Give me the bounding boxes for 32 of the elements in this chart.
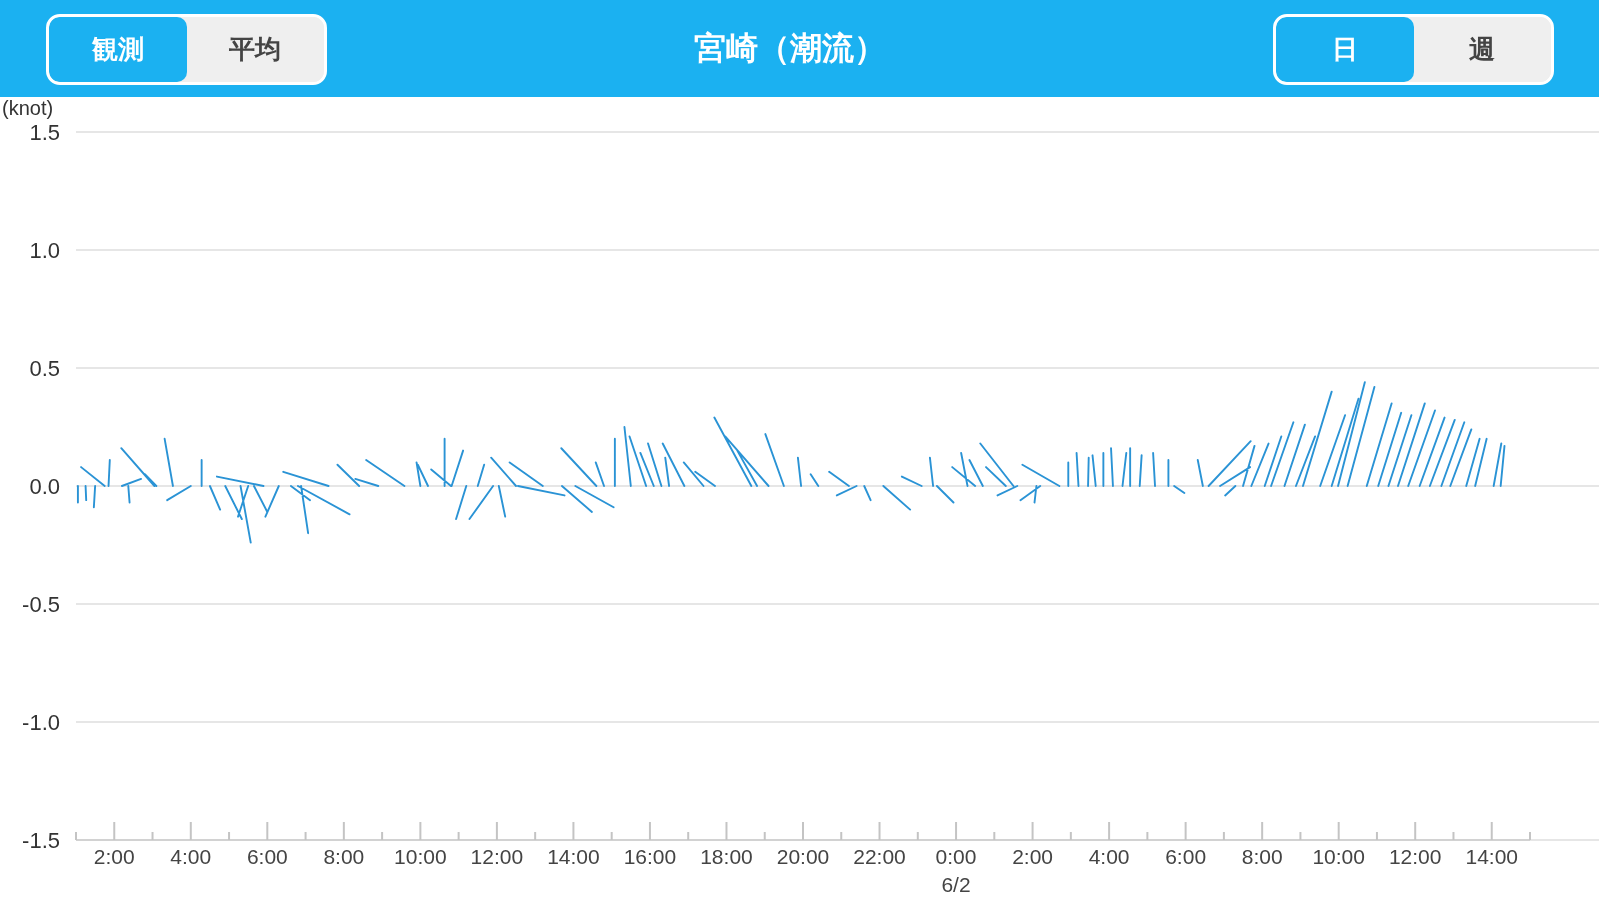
- chart-title: 宮崎（潮流）: [693, 29, 887, 68]
- x-tick-label: 2:00: [93, 845, 135, 868]
- x-tick-label: 14:00: [547, 845, 600, 868]
- text: 平均: [186, 17, 324, 82]
- x-tick-label: 22:00: [853, 845, 906, 868]
- y-tick-label: -1.0: [22, 709, 60, 735]
- x-tick-label: 8:00: [1241, 845, 1283, 868]
- y-axis-title: (knot): [2, 97, 54, 119]
- x-tick-label: 6:00: [246, 845, 288, 868]
- y-tick-label: 0.5: [29, 355, 60, 381]
- text: 観測: [49, 17, 187, 82]
- x-tick-label: 10:00: [1312, 845, 1365, 868]
- y-tick-label: -0.5: [22, 591, 60, 617]
- x-tick-label: 4:00: [1088, 845, 1130, 868]
- y-tick-label: 0.0: [29, 473, 60, 499]
- x-tick-label: 14:00: [1465, 845, 1519, 868]
- x-tick-label: 4:00: [170, 845, 212, 868]
- x-tick-label: 18:00: [700, 845, 753, 868]
- text: 日: [1276, 17, 1414, 82]
- x-tick-label: 20:00: [776, 845, 830, 868]
- x-tick-label: 16:00: [623, 845, 677, 868]
- x-tick-label: 12:00: [470, 845, 524, 868]
- text: 週: [1413, 17, 1551, 82]
- y-tick-label: 1.5: [29, 119, 60, 145]
- x-tick-label: 10:00: [394, 845, 447, 868]
- x-tick-label: 6:00: [1165, 845, 1207, 868]
- x-tick-label: 12:00: [1388, 845, 1442, 868]
- x-tick-label: 8:00: [323, 845, 365, 868]
- y-tick-label: -1.5: [22, 827, 60, 853]
- y-tick-label: 1.0: [29, 237, 60, 263]
- x-tick-label: 0:00 6/2: [935, 845, 977, 896]
- x-tick-label: 2:00: [1012, 845, 1054, 868]
